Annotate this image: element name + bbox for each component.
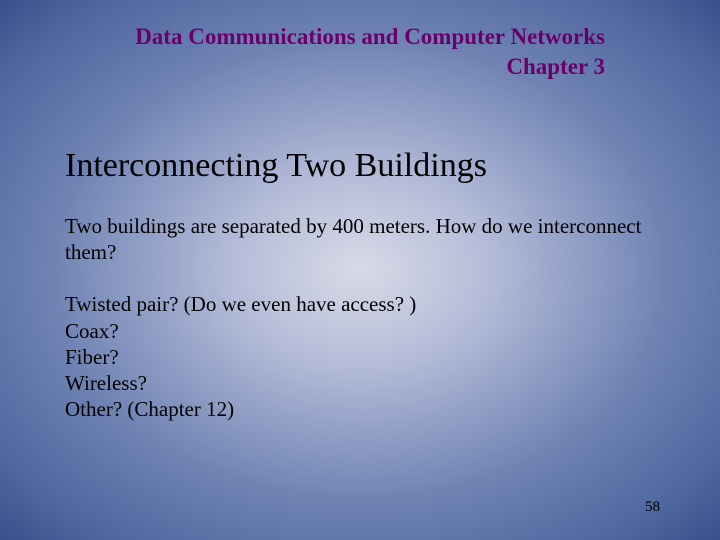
option-twisted-pair: Twisted pair? (Do we even have access? ) — [65, 291, 655, 317]
slide-number: 58 — [645, 499, 660, 516]
page-title: Interconnecting Two Buildings — [65, 147, 655, 185]
header-chapter: Chapter 3 — [115, 52, 605, 82]
header-title: Data Communications and Computer Network… — [115, 22, 605, 52]
options-block: Twisted pair? (Do we even have access? )… — [65, 291, 655, 422]
option-fiber: Fiber? — [65, 344, 655, 370]
option-coax: Coax? — [65, 318, 655, 344]
option-other: Other? (Chapter 12) — [65, 396, 655, 422]
option-wireless: Wireless? — [65, 370, 655, 396]
slide-header: Data Communications and Computer Network… — [65, 22, 655, 82]
intro-text: Two buildings are separated by 400 meter… — [65, 213, 655, 266]
slide-container: Data Communications and Computer Network… — [0, 0, 720, 540]
